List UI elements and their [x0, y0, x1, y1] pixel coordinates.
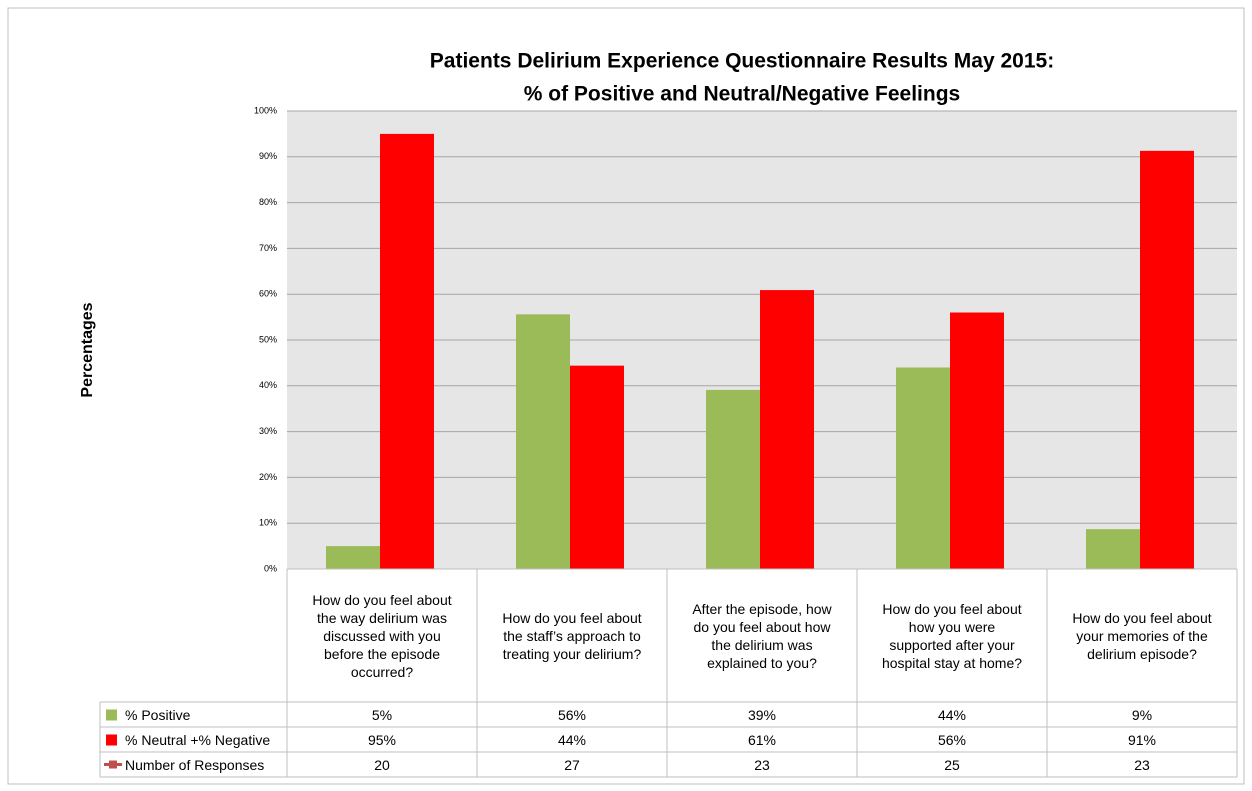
category-label: How do you feel about your memories of t…: [1072, 609, 1212, 662]
y-tick-label: 40%: [259, 380, 277, 390]
y-tick-label: 80%: [259, 197, 277, 207]
bar: [1140, 150, 1194, 569]
legend-key: [106, 709, 117, 721]
table-value: 44%: [557, 731, 587, 748]
bar: [380, 133, 434, 569]
category-label: After the episode, how do you feel about…: [692, 600, 832, 671]
bar: [570, 365, 624, 569]
y-tick-label: 90%: [259, 151, 277, 161]
legend-label: Number of Responses: [125, 756, 265, 773]
table-value: 23: [1134, 756, 1150, 773]
table-value: 56%: [557, 706, 587, 723]
y-tick-label: 0%: [264, 563, 277, 573]
table-value: 39%: [747, 706, 777, 723]
table-value: 9%: [1131, 706, 1153, 723]
bar: [896, 367, 950, 569]
table-value: 20: [374, 756, 390, 773]
legend-key: [109, 760, 117, 769]
table-value: 44%: [937, 706, 967, 723]
y-tick-label: 100%: [254, 105, 277, 115]
legend-label: % Positive: [125, 706, 191, 723]
table-value: 25: [944, 756, 960, 773]
bar: [516, 314, 570, 569]
category-label: How do you feel about the way delirium w…: [312, 591, 452, 680]
table-value: 95%: [367, 731, 397, 748]
table-value: 91%: [1127, 731, 1157, 748]
bar: [950, 312, 1004, 569]
table-value: 56%: [937, 731, 967, 748]
y-tick-label: 20%: [259, 472, 277, 482]
category-label: How do you feel about the staff’s approa…: [502, 609, 642, 662]
bar: [326, 546, 380, 569]
y-axis-label: Percentages: [79, 302, 96, 397]
legend-key: [106, 734, 117, 746]
bar: [706, 389, 760, 569]
legend-label: % Neutral +% Negative: [125, 731, 271, 748]
table-value: 5%: [371, 706, 393, 723]
y-tick-label: 30%: [259, 426, 277, 436]
category-label: How do you feel about how you were suppo…: [881, 600, 1023, 671]
y-tick-label: 60%: [259, 289, 277, 299]
table-value: 23: [754, 756, 770, 773]
chart-title: % of Positive and Neutral/Negative Feeli…: [524, 83, 960, 106]
y-tick-label: 70%: [259, 243, 277, 253]
chart-title: Patients Delirium Experience Questionnai…: [430, 50, 1054, 73]
y-tick-label: 50%: [259, 334, 277, 344]
bar: [760, 290, 814, 569]
table-value: 27: [564, 756, 580, 773]
frame: [7, 7, 1245, 785]
table-value: 61%: [747, 731, 777, 748]
bar: [1086, 529, 1140, 569]
y-tick-label: 10%: [259, 518, 277, 528]
